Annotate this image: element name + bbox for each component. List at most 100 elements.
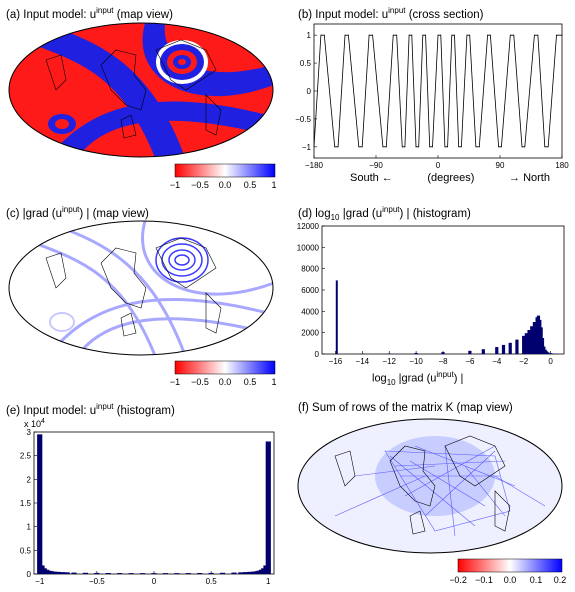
data-point-49 — [556, 34, 557, 36]
panel-d-title: (d) log10 |grad (uinput) | (histogram) — [298, 205, 471, 223]
data-point-36 — [478, 146, 480, 148]
x-tick-label-3: 0.5 — [206, 577, 218, 586]
data-point-39 — [498, 146, 500, 148]
x-tick-label-0: −16 — [329, 357, 343, 366]
data-point-5 — [344, 34, 346, 36]
x-tick-label-8: 0 — [548, 357, 553, 366]
x-tick-label-4: 180 — [555, 161, 569, 170]
hist-bar-8 — [59, 572, 66, 574]
x-tick-label-1: −90 — [369, 161, 383, 170]
data-point-46 — [537, 34, 539, 36]
cb-f-tick-3: 0.1 — [530, 575, 543, 585]
data-point-48 — [547, 146, 549, 148]
hist-bar-25 — [238, 572, 244, 574]
data-point-22 — [425, 34, 426, 36]
data-point-40 — [500, 146, 502, 148]
hist-bar-19 — [174, 573, 180, 574]
hist-bar-1 — [387, 353, 391, 354]
y-tick-label-1: 2000 — [301, 329, 319, 338]
y-tick-label-4: 2 — [27, 475, 32, 484]
data-point-0 — [313, 146, 315, 148]
data-point-6 — [348, 34, 349, 36]
cb-f-tick-2: 0.0 — [504, 575, 517, 585]
panel-b-title: (b) Input model: uinput (cross section) — [298, 6, 484, 21]
cb-f-tick-1: −0.1 — [475, 575, 493, 585]
y-tick-label-6: 3 — [27, 428, 32, 437]
hist-bar-5 — [48, 571, 54, 574]
y-tick-label-2: 1 — [27, 523, 32, 532]
hist-bar-13 — [530, 326, 534, 354]
y-tick-label-5: 2.5 — [20, 452, 32, 461]
x-tick-label-2: 0 — [152, 577, 157, 586]
data-point-47 — [544, 146, 546, 148]
hist-bar-18 — [162, 573, 169, 574]
panel-f-title: (f) Sum of rows of the matrix K (map vie… — [298, 402, 513, 414]
hist-bar-6 — [51, 571, 58, 574]
cb-a-tick-1: −0.5 — [191, 180, 209, 190]
data-point-9 — [368, 34, 370, 36]
cb-f-tick-4: 0.2 — [554, 575, 567, 585]
data-point-18 — [411, 34, 413, 36]
data-point-8 — [361, 146, 363, 148]
hist-bar-10 — [71, 572, 77, 574]
hist-bar-0 — [37, 434, 43, 574]
data-point-10 — [372, 34, 373, 36]
hist-bar-22 — [208, 572, 214, 574]
panel-a-title: (a) Input model: uinput (map view) — [6, 6, 173, 21]
cb-a-tick-0: −1 — [170, 180, 180, 190]
y-tick-label-3: 1.5 — [20, 499, 32, 508]
panel-c-title: (c) |grad (uinput) | (map view) — [6, 205, 149, 220]
x-tick-label-7: −2 — [519, 357, 529, 366]
x-tick-label-3: 90 — [496, 161, 505, 170]
data-point-25 — [437, 34, 439, 36]
panel-c-colorbar: −1 −0.5 0.0 0.5 1 — [170, 360, 277, 387]
x-tick-label-5: −6 — [465, 357, 475, 366]
data-point-45 — [534, 34, 535, 36]
cb-c-tick-1: −0.5 — [191, 377, 209, 387]
hist-bar-13 — [105, 573, 111, 574]
x-tick-label-1: −0.5 — [89, 577, 105, 586]
data-point-37 — [487, 34, 488, 36]
panel-e-exponent: x 104 — [24, 418, 45, 429]
data-point-26 — [440, 34, 442, 36]
spike-bar — [335, 280, 338, 354]
x-tick-label-4: −8 — [438, 357, 448, 366]
data-point-27 — [444, 146, 446, 148]
hist-bar-20 — [185, 573, 191, 574]
hist-bar-4 — [468, 350, 472, 354]
hist-bar-14 — [117, 573, 123, 574]
data-point-7 — [358, 146, 360, 148]
xlabel-north: → North — [509, 172, 550, 184]
data-point-43 — [521, 146, 523, 148]
x-tick-label-1: −14 — [356, 357, 370, 366]
data-point-20 — [418, 146, 420, 148]
y-tick-label-0: 0 — [27, 570, 32, 579]
data-point-34 — [469, 34, 471, 36]
y-tick-label-4: 1 — [307, 31, 312, 40]
data-point-23 — [429, 146, 431, 148]
data-point-29 — [451, 34, 453, 36]
plot-frame — [33, 431, 275, 575]
hist-bar-23 — [546, 352, 550, 354]
data-point-41 — [509, 34, 511, 36]
y-tick-label-0: 0 — [315, 350, 320, 359]
hist-bar-15 — [128, 573, 134, 574]
data-point-13 — [392, 34, 394, 36]
data-point-14 — [396, 34, 398, 36]
data-point-19 — [415, 146, 417, 148]
hist-bar-21 — [197, 573, 203, 574]
panel-c-map — [8, 220, 274, 356]
xlabel-south: South ← — [350, 172, 393, 184]
hist-bar-14 — [532, 322, 537, 354]
hist-bar-9 — [64, 572, 70, 574]
y-tick-label-1: −0.5 — [295, 115, 311, 124]
hist-bar-3 — [441, 352, 445, 354]
x-tick-label-4: 1 — [266, 577, 271, 586]
hist-bar-16 — [139, 573, 146, 574]
panel-d-chart: −16 −14 −12 −10 −8 −6 −4 −2 0 0 2000 4000 6000 8000 10… — [297, 222, 565, 366]
x-tick-label-2: 0 — [436, 161, 441, 170]
data-point-31 — [458, 146, 460, 148]
data-point-50 — [561, 34, 563, 36]
data-point-16 — [404, 146, 406, 148]
panel-f-colorbar: −0.2 −0.1 0.0 0.1 0.2 — [450, 558, 567, 585]
